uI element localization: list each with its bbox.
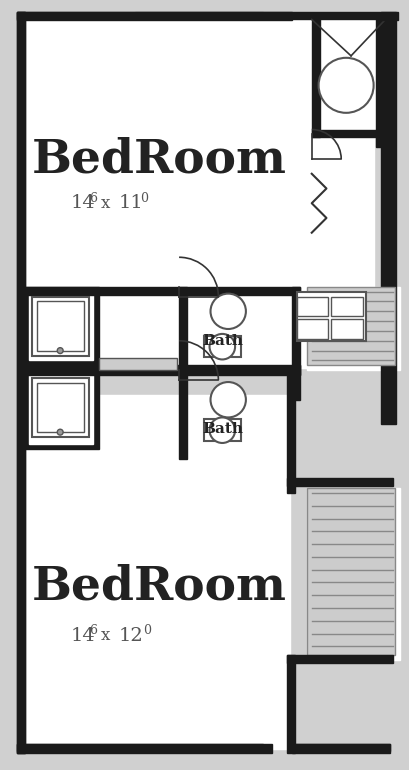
Text: 6: 6 (89, 624, 97, 637)
Bar (307, 286, 400, 370)
Bar (312, 129, 385, 137)
Bar (29, 292, 92, 360)
Bar (287, 478, 393, 486)
Bar (292, 744, 390, 752)
Bar (17, 12, 292, 21)
Circle shape (319, 58, 374, 113)
Bar (31, 296, 89, 356)
Bar (36, 383, 84, 432)
Bar (31, 378, 89, 437)
Bar (380, 12, 398, 21)
Bar (29, 375, 92, 444)
Bar (375, 19, 384, 147)
Bar (331, 320, 363, 339)
Text: Bath: Bath (203, 422, 244, 437)
Bar (307, 488, 400, 660)
Text: 14: 14 (71, 627, 96, 644)
Bar (287, 655, 295, 754)
Bar (292, 365, 300, 400)
Bar (287, 370, 295, 493)
Bar (25, 395, 290, 748)
Bar (17, 12, 25, 754)
Bar (297, 292, 366, 341)
Bar (292, 286, 300, 375)
Bar (36, 302, 84, 350)
Text: x: x (101, 195, 110, 212)
Circle shape (209, 417, 235, 443)
Text: BedRoom: BedRoom (32, 136, 287, 182)
Bar (17, 12, 380, 19)
Text: 0: 0 (140, 192, 148, 205)
Bar (204, 420, 241, 441)
Bar (135, 12, 263, 19)
Bar (17, 744, 263, 752)
Bar (297, 320, 328, 339)
Bar (25, 286, 99, 365)
Text: BedRoom: BedRoom (32, 564, 287, 609)
Circle shape (57, 348, 63, 353)
Bar (312, 19, 319, 137)
Circle shape (209, 334, 235, 360)
Bar (312, 19, 385, 137)
Text: 0: 0 (143, 624, 151, 637)
Circle shape (211, 382, 246, 417)
Bar (307, 488, 395, 655)
Text: 6: 6 (89, 192, 97, 205)
Bar (287, 655, 393, 663)
Text: x: x (101, 627, 110, 644)
Bar (380, 12, 396, 424)
Circle shape (57, 429, 63, 435)
Bar (99, 359, 177, 370)
Bar (25, 19, 374, 368)
Bar (292, 744, 390, 754)
Circle shape (211, 293, 246, 329)
Bar (331, 296, 363, 316)
Bar (307, 286, 395, 365)
Text: 12: 12 (118, 627, 143, 644)
Bar (297, 296, 328, 316)
Bar (204, 336, 241, 357)
Bar (179, 286, 187, 459)
Bar (17, 744, 272, 754)
Text: 14: 14 (71, 194, 96, 213)
Bar (17, 12, 25, 754)
Bar (25, 365, 300, 375)
Bar (25, 286, 300, 295)
Bar (25, 370, 99, 449)
Text: Bath: Bath (203, 333, 244, 348)
Text: 11: 11 (118, 194, 143, 213)
